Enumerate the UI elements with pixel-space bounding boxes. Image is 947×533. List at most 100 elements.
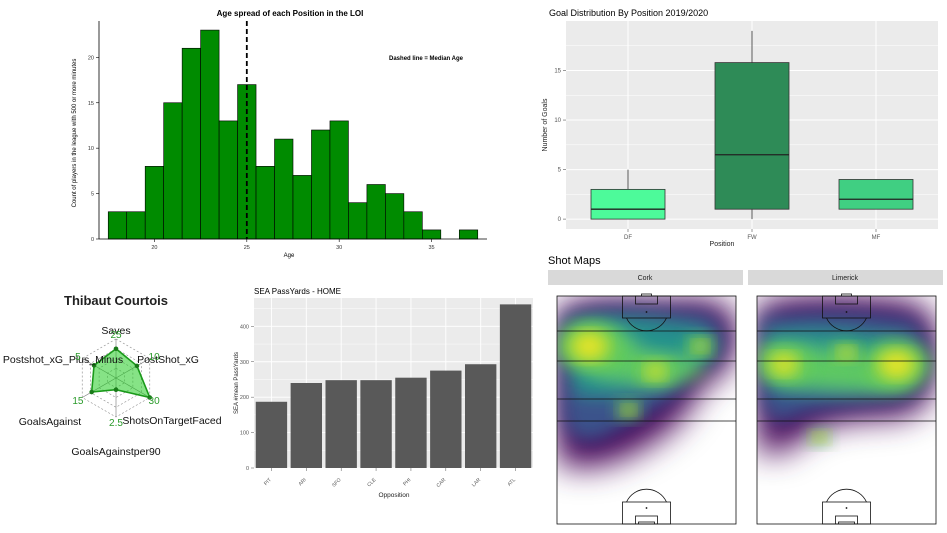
box-fw — [714, 62, 790, 210]
histogram-x-tick-label: 30 — [336, 245, 342, 251]
limerick-hotspots — [758, 340, 931, 445]
radar-max-label: 25 — [110, 330, 122, 341]
histogram-bar — [311, 129, 331, 240]
passyards-bar-atl — [499, 304, 532, 468]
radar-vertex — [134, 363, 140, 369]
radar-max-label: 10 — [149, 352, 161, 363]
hotspot-core — [576, 336, 603, 357]
histogram-bar — [163, 102, 183, 240]
pitch-spot-bottom — [645, 507, 648, 509]
radar-panel: Thibaut Courtois Saves PostShot_xG ShotsOn… — [3, 293, 222, 458]
passyards-x-tick-label: LAR — [471, 477, 482, 488]
histogram-bar — [255, 166, 275, 240]
histogram-y-tick-label: 15 — [88, 101, 94, 107]
boxplot-x-tick-label: MF — [872, 235, 881, 241]
hotspot-core — [815, 434, 824, 441]
pitch-spot-top — [645, 311, 648, 313]
passyards-bar-pit — [255, 401, 288, 468]
hotspot-core — [624, 406, 634, 414]
strip-limerick — [748, 270, 943, 285]
histogram-y-tick-label: 10 — [88, 146, 94, 152]
histogram-bars — [107, 29, 479, 240]
hotspot-core — [840, 348, 853, 358]
boxplot-y-tick-label: 0 — [558, 217, 562, 223]
radar-axis-label: Saves — [101, 325, 130, 337]
histogram-y-label: Count of players in the league with 500 … — [72, 59, 78, 208]
histogram-x-label: Age — [284, 253, 295, 259]
boxplot-x-tick-label: FW — [747, 235, 757, 241]
hotspot-core — [648, 365, 663, 377]
pitch-arc-bottom — [826, 488, 867, 503]
histogram-bar — [348, 202, 368, 240]
histogram-bar — [458, 229, 479, 240]
passyards-y-label: SEA #mean PassYards — [234, 352, 240, 414]
histogram-x-tick-label: 35 — [429, 245, 435, 251]
histogram-bar — [200, 29, 220, 240]
histogram-bar — [422, 229, 442, 240]
boxplot-y-label: Number of Goals — [542, 98, 549, 151]
boxplot-title: Goal Distribution By Position 2019/2020 — [549, 8, 708, 18]
histogram-x-tick-label: 25 — [244, 245, 250, 251]
heatmap-limerick — [757, 296, 936, 524]
passyards-x-tick-label: SFO — [331, 477, 343, 489]
passyards-bar-car — [430, 370, 462, 468]
boxplot-x-tick-label: DF — [624, 235, 632, 241]
strip-label-cork: Cork — [638, 275, 653, 282]
radar-vertex — [91, 363, 97, 368]
histogram-bar — [107, 211, 128, 240]
radar-axis-label: ShotsOnTargetFaced — [122, 415, 221, 427]
shotmaps-panel: Shot Maps Cork Limerick — [548, 255, 943, 525]
radar-title: Thibaut Courtois — [64, 293, 168, 308]
histogram-y-ticks: 0 5 10 15 20 — [88, 55, 99, 243]
radar-vertex — [113, 346, 119, 352]
box-mf — [838, 179, 914, 210]
passyards-bars — [255, 304, 532, 468]
passyards-x-tick-label: ARI — [298, 477, 308, 487]
radar-max-label: 15 — [72, 396, 84, 407]
histogram-bar — [218, 120, 238, 240]
passyards-y-tick-label: 0 — [246, 466, 249, 472]
pitch-goal-bottom — [838, 521, 855, 525]
shotmaps-title: Shot Maps — [548, 255, 601, 267]
histogram-bar — [126, 211, 146, 240]
strip-label-limerick: Limerick — [832, 275, 859, 282]
passyards-x-tick-label: PIT — [263, 477, 273, 487]
radar-polygon — [89, 346, 153, 400]
passyards-x-tick-label: CLE — [366, 477, 378, 489]
boxplot-y-tick-label: 10 — [554, 118, 561, 124]
boxplot-y-tick-label: 15 — [554, 69, 561, 75]
histogram-bar — [144, 166, 164, 240]
passyards-panel: SEA PassYards - HOME 0 100 200 300 400 PIT AR… — [234, 287, 533, 499]
histogram-bar — [366, 184, 386, 240]
radar-axis-label: GoalsAgainstper90 — [71, 446, 160, 458]
passyards-x-ticks: PIT ARI SFO CLE PHI CAR LAR ATL — [263, 468, 517, 489]
radar-max-label: 5 — [75, 352, 81, 363]
boxplot-x-ticks: DF FW MF — [624, 229, 881, 241]
passyards-y-tick-label: 400 — [240, 324, 249, 330]
passyards-x-tick-label: CAR — [436, 477, 448, 489]
histogram-title: Age spread of each Position in the LOI — [217, 9, 364, 18]
histogram-bar — [292, 175, 312, 240]
passyards-bar-cle — [360, 380, 392, 468]
boxplot-x-label: Position — [710, 241, 735, 248]
pitch-spot-top — [845, 311, 848, 313]
hotspot-core — [695, 342, 706, 351]
histogram-y-tick-label: 20 — [88, 55, 94, 61]
radar-vertex — [147, 395, 153, 400]
histogram-x-tick-label: 20 — [151, 245, 157, 251]
pitch-goal-top — [641, 293, 652, 297]
passyards-bar-sfo — [325, 380, 357, 468]
passyards-bar-lar — [464, 364, 497, 468]
passyards-y-tick-label: 100 — [240, 431, 249, 437]
heatmap-cork — [557, 296, 736, 524]
radar-max-label: 2.5 — [109, 418, 123, 429]
radar-axis-label: PostShot_xG — [137, 354, 199, 366]
strip-cork — [548, 270, 743, 285]
boxplot-y-tick-label: 5 — [558, 168, 562, 174]
histogram-bar — [329, 120, 349, 240]
pitch-goal-bottom — [638, 521, 655, 525]
histogram-bar — [403, 211, 423, 240]
radar-axis-label: GoalsAgainst — [19, 416, 82, 428]
histogram-x-ticks: 20 25 30 35 — [151, 239, 435, 251]
